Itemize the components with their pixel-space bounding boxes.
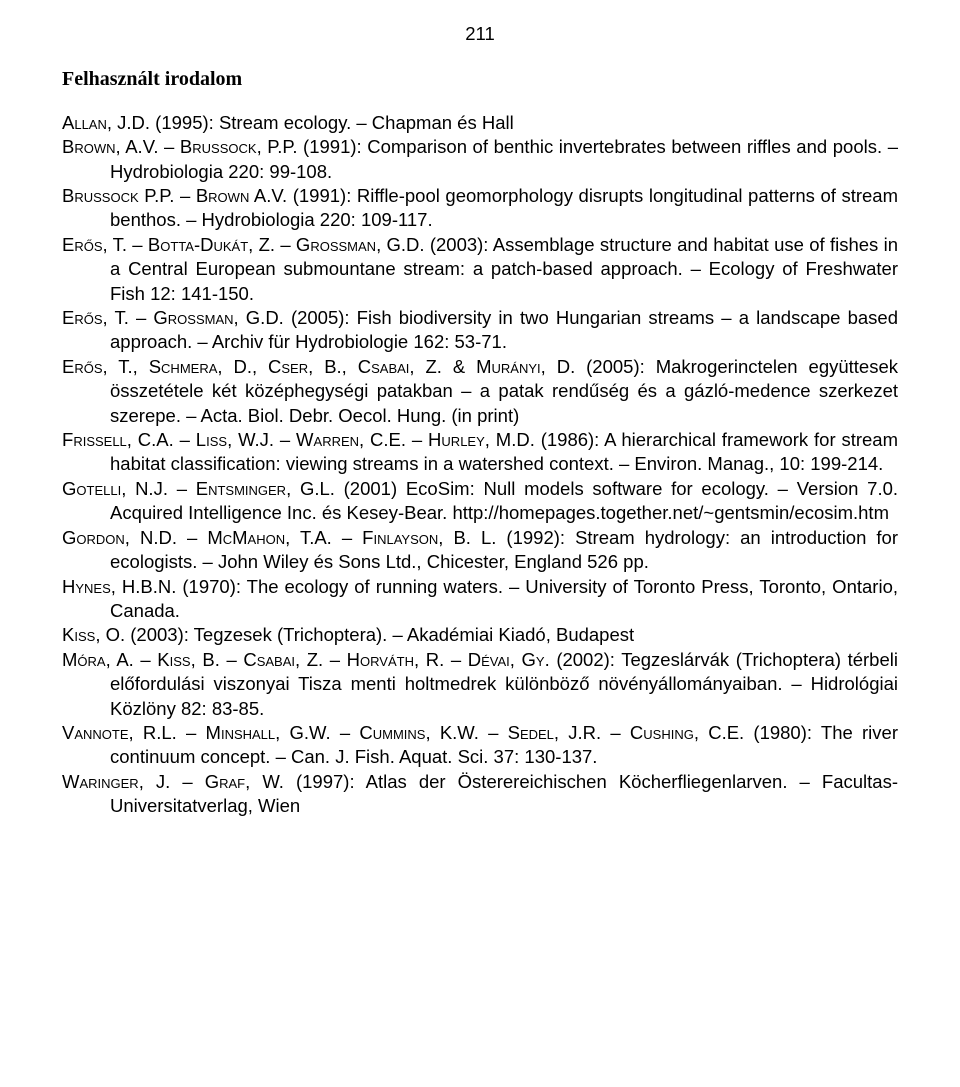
reference-entry: Vannote, R.L. – Minshall, G.W. – Cummins… <box>62 721 898 770</box>
reference-entry: Frissell, C.A. – Liss, W.J. – Warren, C.… <box>62 428 898 477</box>
reference-entry: Erős, T., Schmera, D., Cser, B., Csabai,… <box>62 355 898 428</box>
reference-entry: Kiss, O. (2003): Tegzesek (Trichoptera).… <box>62 623 898 647</box>
page-number: 211 <box>62 22 898 46</box>
reference-entry: Erős, T. – Grossman, G.D. (2005): Fish b… <box>62 306 898 355</box>
reference-entry: Allan, J.D. (1995): Stream ecology. – Ch… <box>62 111 898 135</box>
page: 211 Felhasznált irodalom Allan, J.D. (19… <box>0 0 960 849</box>
section-title: Felhasznált irodalom <box>62 66 898 92</box>
reference-entry: Gotelli, N.J. – Entsminger, G.L. (2001) … <box>62 477 898 526</box>
reference-entry: Gordon, N.D. – McMahon, T.A. – Finlayson… <box>62 526 898 575</box>
reference-entry: Erős, T. – Botta-Dukát, Z. – Grossman, G… <box>62 233 898 306</box>
reference-entry: Brown, A.V. – Brussock, P.P. (1991): Com… <box>62 135 898 184</box>
reference-entry: Brussock P.P. – Brown A.V. (1991): Riffl… <box>62 184 898 233</box>
reference-entry: Móra, A. – Kiss, B. – Csabai, Z. – Horvá… <box>62 648 898 721</box>
reference-list: Allan, J.D. (1995): Stream ecology. – Ch… <box>62 111 898 819</box>
reference-entry: Hynes, H.B.N. (1970): The ecology of run… <box>62 575 898 624</box>
reference-entry: Waringer, J. – Graf, W. (1997): Atlas de… <box>62 770 898 819</box>
